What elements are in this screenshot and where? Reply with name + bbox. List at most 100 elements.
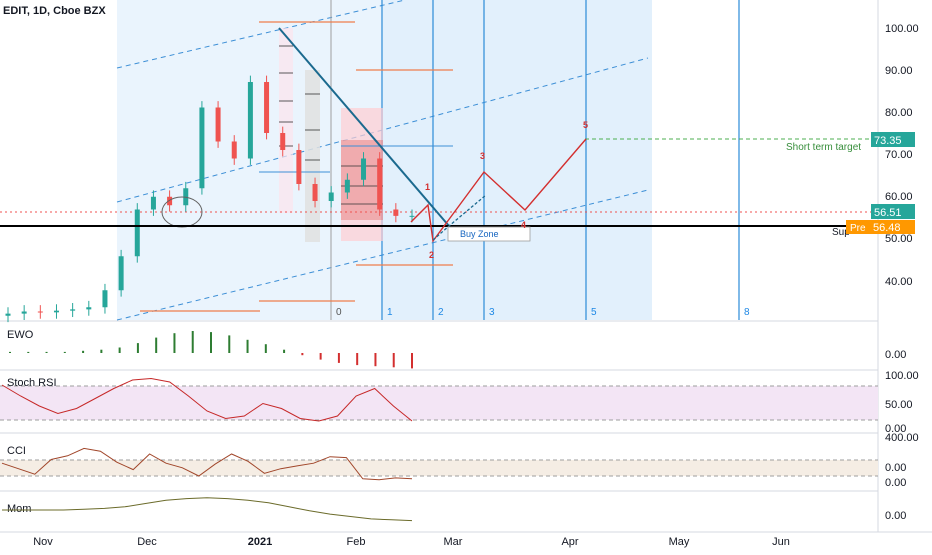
candle-body (5, 313, 11, 316)
ewo-bar (246, 339, 249, 353)
time-axis: Nov Dec 2021 Feb Mar Apr May Jun (33, 536, 790, 548)
stoch-band (0, 386, 878, 420)
cci-line (1, 447, 413, 481)
wave-projection (410, 138, 587, 243)
wave-label: 3 (480, 151, 485, 161)
downtrend-line (278, 27, 450, 227)
time-tick: Mar (444, 536, 463, 548)
candle-body (150, 196, 156, 210)
stoch-tick: 0.00 (885, 423, 906, 435)
ewo-histogram (9, 331, 413, 369)
candle-body (102, 290, 108, 308)
ewo-bar (374, 353, 377, 367)
support-label: Sup (832, 227, 850, 238)
stoch-rsi-line (1, 377, 413, 422)
candle-body (53, 310, 59, 313)
chart-title: EDIT, 1D, Cboe BZX (3, 5, 106, 17)
price-tick: 50.00 (885, 233, 913, 245)
candle-body (377, 158, 383, 210)
price-tick: 100.00 (885, 23, 919, 35)
time-tick: Nov (33, 536, 53, 548)
candle-body (312, 184, 318, 201)
cci-tick: 0.00 (885, 477, 906, 489)
pre-label: Pre (850, 223, 866, 234)
time-tick: Apr (561, 536, 578, 548)
cci-tick: 0.00 (885, 462, 906, 474)
stoch-label: Stoch RSI (7, 377, 57, 389)
cci-band (0, 460, 878, 476)
candlestick-series (5, 75, 415, 323)
cci-tick: 400.00 (885, 432, 919, 444)
price-tick: 80.00 (885, 107, 913, 119)
ewo-bar (45, 351, 48, 353)
candle-body (134, 209, 140, 257)
candle-body (215, 107, 221, 142)
ewo-bar (155, 337, 158, 353)
mom-tick: 0.00 (885, 510, 906, 522)
price-tick: 70.00 (885, 149, 913, 161)
last-price-value: 56.51 (874, 207, 902, 219)
time-tick: 2021 (248, 536, 272, 548)
stoch-tick: 100.00 (885, 370, 919, 382)
target-price-value: 73.35 (874, 135, 902, 147)
candle-body (361, 158, 367, 180)
ewo-bar (82, 350, 85, 353)
time-tick: Dec (137, 536, 157, 548)
target-label: Short term target (786, 142, 861, 153)
ewo-bar (118, 347, 121, 353)
buy-zone-label: Buy Zone (460, 229, 499, 239)
ewo-bar (319, 353, 322, 360)
time-tick: Feb (347, 536, 366, 548)
ewo-bar (173, 333, 176, 353)
ewo-bar (9, 351, 11, 353)
candle-body (86, 307, 92, 310)
range-markers (140, 21, 453, 312)
ewo-bar (100, 349, 103, 353)
ewo-bar (392, 353, 395, 368)
ewo-tick: 0.00 (885, 349, 906, 361)
candle-body (344, 179, 350, 193)
wave-label: 4 (521, 220, 526, 230)
mom-line (2, 497, 413, 522)
ewo-bar (63, 351, 66, 353)
fib-label: 3 (489, 307, 495, 318)
fib-label: 8 (744, 307, 750, 318)
last-price-tag (871, 204, 915, 219)
candle-body (280, 133, 286, 150)
ewo-label: EWO (7, 329, 34, 341)
fib-label: 5 (591, 307, 597, 318)
ewo-bar (210, 332, 212, 353)
price-tick: 40.00 (885, 276, 913, 288)
ewo-bar (27, 351, 30, 353)
ewo-bar (283, 349, 286, 353)
target-price-tag (871, 132, 915, 147)
ewo-bar (356, 353, 359, 366)
ewo-bar (228, 335, 231, 353)
price-axis: 100.00 90.00 80.00 70.00 60.00 50.00 40.… (885, 23, 919, 288)
time-tick: May (669, 536, 690, 548)
candle-body (247, 82, 253, 159)
pre-tag (846, 220, 868, 234)
candle-body (296, 150, 302, 184)
candle-body (37, 311, 43, 313)
candle-body (328, 192, 334, 201)
candle-body (167, 196, 173, 206)
cci-label: CCI (7, 445, 26, 457)
candle-body (264, 82, 270, 133)
fib-label: 2 (438, 307, 444, 318)
ewo-bar (264, 344, 267, 353)
price-tick: 90.00 (885, 65, 913, 77)
fib-label: 0 (336, 307, 342, 318)
fib-label: 1 (387, 307, 393, 318)
ewo-bar (337, 353, 340, 363)
ewo-bar (191, 331, 194, 353)
buy-zone-box (447, 226, 531, 242)
candle-body (118, 256, 124, 291)
stoch-tick: 50.00 (885, 399, 913, 411)
ewo-bar (301, 353, 304, 356)
candle-body (393, 209, 399, 216)
pre-price-value: 56.48 (873, 222, 901, 234)
wave-label: 2 (429, 250, 434, 260)
candle-body (409, 215, 415, 217)
